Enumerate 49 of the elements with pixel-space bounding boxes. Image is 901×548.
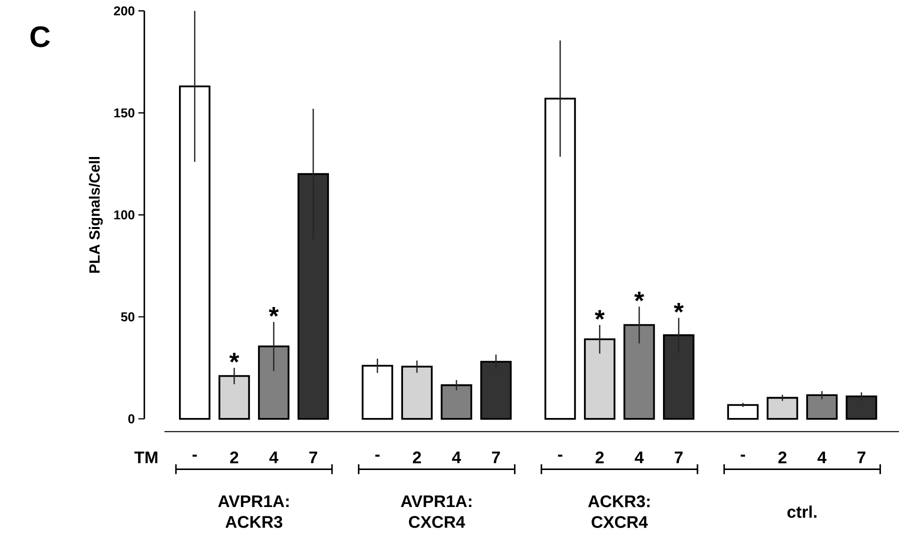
y-tick-label: 200 [114, 6, 134, 16]
bar [179, 85, 210, 420]
text: 7 [492, 451, 500, 464]
y-tick-label: 100 [114, 210, 134, 220]
y-axis-title: PLA Signals/Cell [88, 156, 103, 273]
text: 2 [412, 451, 421, 464]
bar [846, 395, 878, 420]
bar [258, 345, 290, 420]
bar [544, 98, 576, 420]
bar [480, 360, 512, 420]
bar [623, 324, 655, 420]
series-label: 4 [269, 451, 278, 464]
text: 2 [596, 451, 604, 464]
y-tick-label: 150 [114, 108, 134, 118]
text: - [558, 454, 562, 457]
text: 2 [778, 451, 786, 464]
bar [584, 338, 616, 420]
text: - [740, 454, 746, 457]
data-label: * [674, 302, 684, 312]
bar [663, 334, 694, 420]
text: 7 [858, 451, 866, 464]
data-label: * [268, 306, 279, 316]
x-tick-label: ACKR3: CXCR4 [588, 495, 650, 528]
series-label: 2 [230, 451, 238, 464]
text: 4 [452, 451, 462, 464]
text: 4 [634, 451, 644, 464]
bar [806, 394, 838, 420]
x-tick-label: AVPR1A: CXCR4 [400, 495, 472, 528]
series-label: 7 [309, 451, 318, 464]
text: 4 [818, 451, 827, 464]
x-axis-title: TM [134, 451, 158, 464]
text: 7 [674, 451, 683, 464]
bar [362, 364, 394, 420]
x-tick-label: ctrl. [787, 505, 816, 518]
y-tick-label: 50 [121, 312, 134, 322]
bar [298, 173, 329, 420]
text: - [375, 454, 380, 457]
bar [727, 404, 759, 420]
text: - [192, 454, 197, 457]
bar [766, 396, 798, 420]
bar [401, 366, 433, 420]
x-tick-label: AVPR1A: ACKR3 [218, 495, 289, 528]
data-label: * [229, 352, 240, 362]
text: C [30, 26, 50, 48]
y-tick-label: 0 [128, 414, 134, 424]
bar [440, 384, 472, 420]
data-label: * [634, 292, 644, 302]
data-label: * [594, 310, 605, 320]
bar [218, 374, 250, 420]
